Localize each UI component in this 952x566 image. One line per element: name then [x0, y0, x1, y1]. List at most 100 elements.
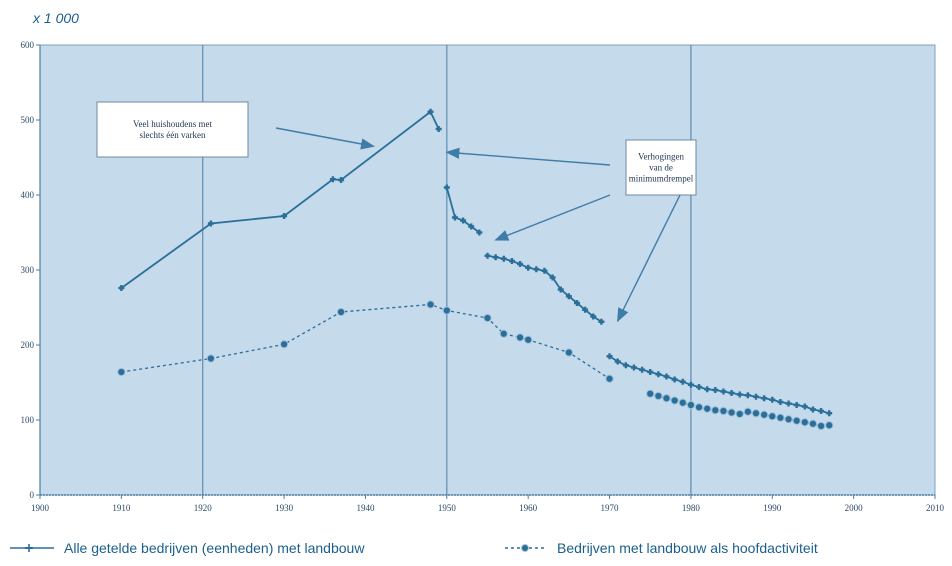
legend-label-main-activity: Bedrijven met landbouw als hoofdactivite…: [557, 540, 818, 556]
y-tick-label: 0: [30, 490, 35, 500]
y-tick-label: 500: [21, 115, 35, 125]
data-point: [776, 413, 785, 422]
data-point: [549, 274, 556, 281]
x-tick-label: 1950: [438, 503, 457, 513]
data-point: [687, 381, 694, 388]
data-point: [582, 306, 589, 313]
data-point: [761, 395, 768, 402]
x-tick-label: 1910: [112, 503, 131, 513]
data-point: [622, 362, 629, 369]
series-line: [121, 303, 610, 380]
x-tick-label: 1960: [519, 503, 538, 513]
x-tick-label: 1990: [763, 503, 782, 513]
data-point: [703, 404, 712, 413]
data-point: [605, 374, 614, 383]
annotation-arrow: [445, 147, 611, 166]
y-tick-label: 100: [21, 415, 35, 425]
x-tick-label: 1920: [194, 503, 213, 513]
data-point: [484, 252, 491, 259]
axes: 1900 1910 1920 1930 1940 1950 1960 1970 1980 1990…: [21, 40, 945, 513]
data-point: [565, 293, 572, 300]
data-point: [281, 213, 288, 219]
data-point: [793, 402, 800, 408]
data-point: [736, 391, 743, 398]
data-point: [785, 400, 792, 407]
data-point: [118, 285, 125, 291]
legend-item-main-activity: Bedrijven met landbouw als hoofdactivite…: [503, 540, 818, 556]
data-point: [663, 373, 670, 380]
data-point: [720, 388, 727, 395]
data-point: [590, 313, 597, 320]
data-point: [524, 335, 533, 344]
x-tick-label: 2010: [926, 503, 945, 513]
data-point: [541, 267, 548, 274]
data-point: [483, 313, 492, 323]
data-point: [426, 300, 435, 309]
data-point: [614, 358, 621, 365]
y-tick-label: 300: [21, 265, 35, 275]
data-point: [678, 398, 687, 407]
legend-label-all-farms: Alle getelde bedrijven (eenheden) met la…: [64, 540, 365, 556]
annotation-text: Verhogingen: [638, 152, 684, 162]
data-point: [735, 409, 744, 419]
data-point: [686, 400, 696, 410]
data-point: [694, 403, 704, 412]
data-point: [206, 354, 215, 363]
data-point: [630, 364, 637, 371]
data-point: [499, 329, 508, 338]
data-point: [679, 378, 686, 385]
data-point: [427, 108, 434, 115]
data-point: [743, 407, 752, 416]
data-point: [460, 217, 467, 224]
data-point: [760, 410, 769, 419]
data-point: [435, 126, 442, 132]
data-point: [517, 261, 524, 267]
data-point: [442, 306, 451, 315]
data-point: [808, 419, 818, 428]
data-point: [696, 384, 703, 390]
data-point: [662, 394, 671, 403]
data-point: [784, 415, 793, 424]
data-point: [670, 396, 679, 405]
series-line: [609, 355, 830, 415]
data-point: [492, 254, 499, 261]
data-point: [606, 353, 613, 360]
data-point: [451, 214, 458, 221]
data-point: [712, 387, 719, 393]
data-point: [818, 408, 825, 414]
x-tick-label: 1940: [356, 503, 375, 513]
data-point: [598, 318, 605, 325]
data-point: [515, 333, 525, 342]
annotation-text: Veel huishoudens met: [133, 119, 212, 129]
x-tick-label: 2000: [845, 503, 864, 513]
data-point: [655, 371, 662, 378]
series-group: [117, 108, 834, 431]
data-point: [768, 412, 777, 421]
data-point: [508, 258, 515, 264]
data-point: [279, 340, 289, 349]
annotation-arrow: [617, 194, 681, 323]
series-1: [118, 108, 833, 417]
data-point: [557, 286, 564, 293]
unit-label: x 1 000: [33, 10, 79, 26]
series-2: [117, 300, 834, 431]
data-point: [336, 307, 346, 317]
data-point: [671, 376, 678, 383]
data-point: [719, 406, 728, 416]
data-point: [792, 416, 801, 425]
data-point: [727, 408, 736, 417]
data-point: [704, 386, 711, 393]
data-point: [777, 399, 784, 405]
annotation-arrow: [275, 127, 375, 150]
annotation-text: minimumdrempel: [629, 174, 694, 184]
data-point: [443, 184, 450, 191]
x-tick-label: 1900: [31, 503, 50, 513]
legend-item-all-farms: Alle getelde bedrijven (eenheden) met la…: [8, 540, 364, 556]
data-point: [639, 366, 646, 373]
x-tick-label: 1970: [601, 503, 620, 513]
data-point: [574, 300, 580, 306]
